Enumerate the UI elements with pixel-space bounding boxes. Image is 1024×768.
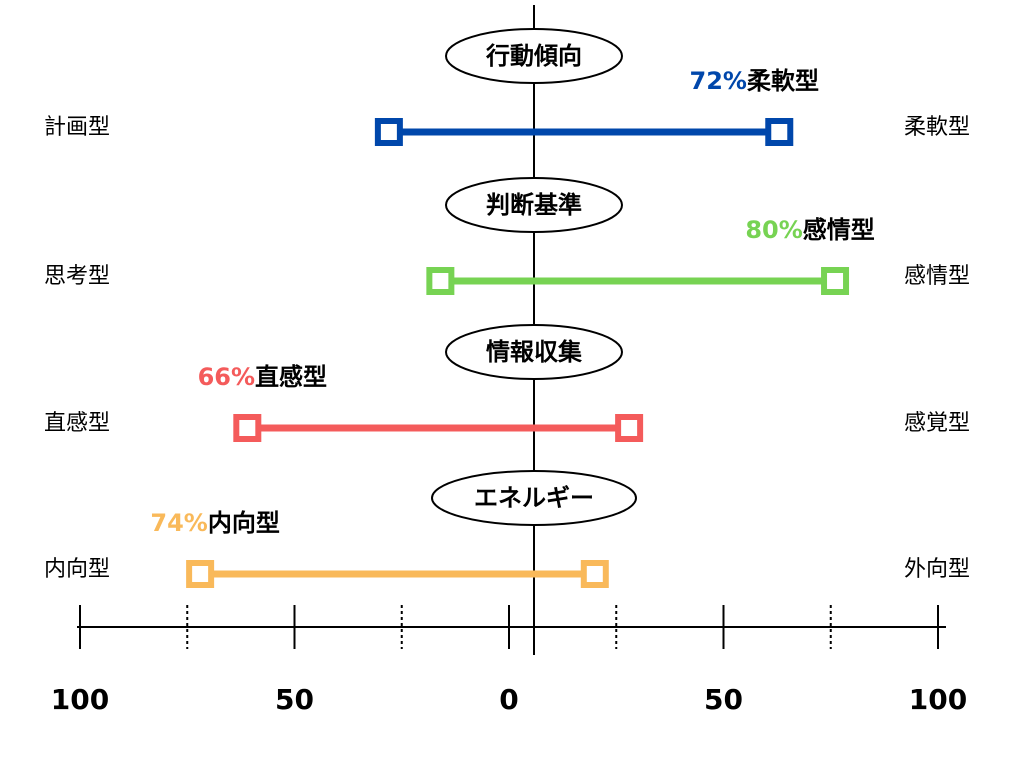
- x-tick-label: 100: [909, 683, 967, 716]
- category-pill: [445, 177, 623, 233]
- result-percent: 72%: [690, 67, 747, 95]
- left-type: 計画型: [44, 115, 110, 140]
- result-label: 66%直感型: [198, 363, 327, 391]
- range-end: [615, 414, 644, 442]
- category-pill: [445, 324, 623, 380]
- category-pill: [431, 470, 637, 526]
- left-type: 思考型: [44, 264, 110, 289]
- right-type: 外向型: [904, 557, 970, 582]
- result-label: 80%感情型: [745, 216, 874, 244]
- range-end: [580, 560, 609, 588]
- result-type: 感情型: [803, 216, 875, 244]
- result-label: 72%柔軟型: [690, 67, 819, 95]
- category-name: 判断基準: [486, 191, 582, 219]
- range-end: [186, 560, 215, 588]
- category-name: エネルギー: [474, 484, 594, 512]
- range-end: [821, 267, 850, 295]
- right-type: 感覚型: [904, 411, 970, 436]
- result-type: 柔軟型: [747, 67, 819, 95]
- x-tick-label: 50: [704, 683, 743, 716]
- x-tick-label: 50: [275, 683, 314, 716]
- range-end: [374, 118, 403, 146]
- result-percent: 74%: [150, 509, 207, 537]
- range-end: [426, 267, 455, 295]
- result-type: 内向型: [208, 509, 280, 537]
- right-type: 感情型: [904, 264, 970, 289]
- result-percent: 66%: [198, 363, 255, 391]
- result-label: 74%内向型: [150, 509, 279, 537]
- range-end: [765, 118, 794, 146]
- category-name: 行動傾向: [485, 42, 582, 70]
- x-tick-label: 100: [51, 683, 109, 716]
- category-name: 情報収集: [486, 338, 583, 366]
- result-type: 直感型: [255, 363, 327, 391]
- left-type: 直感型: [44, 411, 110, 436]
- range-end: [233, 414, 262, 442]
- category-pill: [445, 28, 623, 84]
- result-percent: 80%: [745, 216, 802, 244]
- left-type: 内向型: [44, 557, 110, 582]
- x-tick-label: 0: [499, 683, 518, 716]
- right-type: 柔軟型: [904, 115, 970, 140]
